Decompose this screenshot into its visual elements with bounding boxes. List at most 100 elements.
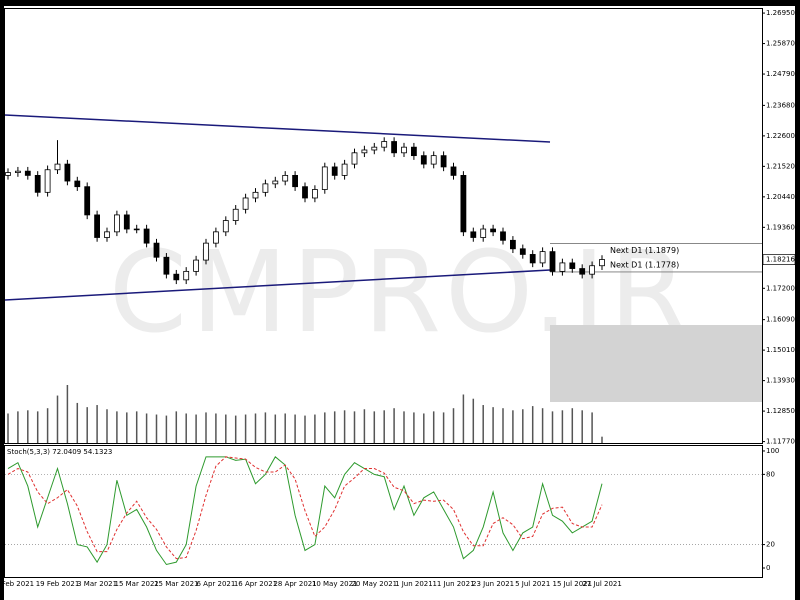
candle-body (579, 268, 586, 275)
candle-body (430, 155, 437, 165)
x-tick-label: 15 Jul 2021 (552, 580, 592, 588)
candle-body (311, 189, 318, 199)
y-tick-label: 1.19360 (766, 223, 795, 231)
candle-body (371, 146, 378, 151)
candle-body (599, 259, 605, 267)
y-tick-label: 1.15010 (766, 346, 795, 354)
y-tick-label: 80 (766, 470, 775, 478)
x-tick-label: Feb 2021 (2, 580, 34, 588)
level-label: Next D1 (1.1879) (610, 246, 679, 255)
candle-body (420, 155, 427, 165)
y-tick-label: 1.13930 (766, 377, 795, 385)
candle-body (84, 186, 91, 216)
candle-body (242, 197, 249, 210)
last-price-label: 1.18216 (766, 256, 795, 264)
candle-body (460, 174, 467, 233)
x-tick-label: 5 Jul 2021 (515, 580, 550, 588)
shaded-zone (550, 325, 762, 402)
candle-body (183, 270, 190, 281)
candle-body (222, 220, 229, 233)
y-tick-label: 1.11770 (766, 438, 795, 446)
candle-body (450, 166, 457, 176)
candle-body (5, 172, 11, 176)
level-label: Next D1 (1.1778) (610, 260, 679, 269)
indicator-title: Stoch(5,3,3) 72.0409 54.1323 (7, 448, 112, 456)
candle-body (94, 214, 100, 238)
x-tick-label: 6 Apr 2021 (196, 580, 235, 588)
y-tick-label: 20 (766, 541, 775, 549)
upper-trendline (4, 114, 551, 143)
y-tick-label: 1.16090 (766, 316, 795, 324)
x-tick-label: 27 Jul 2021 (582, 580, 622, 588)
y-tick-label: 1.20440 (766, 193, 795, 201)
candle-body (589, 265, 595, 275)
candle-body (509, 239, 516, 250)
y-tick-label: 100 (766, 447, 779, 455)
y-tick-label: 1.25870 (766, 40, 795, 48)
candle-body (212, 231, 219, 244)
candle-body (282, 174, 289, 182)
x-tick-label: 11 Jun 2021 (432, 580, 474, 588)
stoch-line (7, 456, 603, 560)
candle-body (302, 186, 308, 199)
candle-body (480, 228, 487, 238)
candle-body (14, 170, 21, 173)
candle-body (539, 251, 546, 264)
candle-body (440, 155, 447, 168)
x-tick-label: 10 May 2021 (312, 580, 358, 588)
candle-body (54, 163, 61, 171)
candle-body (361, 149, 368, 154)
y-tick-label: 0 (766, 564, 770, 572)
candle-body (559, 262, 566, 272)
x-tick-label: 20 May 2021 (351, 580, 397, 588)
candle-body (64, 163, 71, 182)
candle-body (381, 141, 388, 148)
x-tick-label: 1 Jun 2021 (395, 580, 433, 588)
candle-body (569, 262, 576, 269)
candle-body (34, 174, 41, 193)
x-tick-label: 19 Feb 2021 (36, 580, 80, 588)
candle-body (163, 256, 170, 275)
candle-body (44, 169, 51, 193)
candle-body (173, 273, 180, 281)
candle-body (262, 183, 269, 193)
candle-body (203, 242, 209, 261)
candle-body (123, 214, 130, 230)
price-panel-frame (4, 8, 763, 444)
stoch-panel-frame (4, 445, 763, 578)
x-tick-label: 16 Apr 2021 (234, 580, 277, 588)
candle-body (292, 174, 299, 188)
candle-body (74, 180, 81, 188)
y-tick-label: 1.24790 (766, 70, 795, 78)
x-tick-label: 15 Mar 2021 (115, 580, 159, 588)
candle-body (143, 228, 150, 244)
x-tick-label: 3 Mar 2021 (77, 580, 117, 588)
y-tick-label: 1.21520 (766, 162, 795, 170)
stoch-line (7, 456, 603, 566)
y-tick-label: 1.23680 (766, 101, 795, 109)
candle-body (321, 166, 328, 190)
candle-body (252, 191, 259, 199)
y-tick-label: 1.12850 (766, 407, 795, 415)
background (4, 6, 795, 600)
x-tick-label: 28 Apr 2021 (273, 580, 316, 588)
candle-body (529, 254, 536, 264)
y-tick-label: 1.17200 (766, 284, 795, 292)
lower-trendline (4, 269, 551, 301)
candle-body (351, 152, 358, 165)
candle-body (331, 166, 338, 176)
candle-body (519, 248, 526, 255)
x-tick-label: 23 Jun 2021 (472, 580, 514, 588)
y-tick-label: 1.22600 (766, 132, 795, 140)
candle-body (232, 208, 239, 221)
candle-body (490, 228, 497, 233)
candle-body (114, 214, 120, 233)
candle-body (341, 163, 348, 176)
candle-body (104, 231, 110, 238)
candle-body (410, 146, 417, 157)
y-tick-label: 1.26950 (766, 9, 795, 17)
candle-body (549, 251, 556, 272)
candle-body (391, 141, 398, 154)
candle-body (153, 242, 160, 258)
